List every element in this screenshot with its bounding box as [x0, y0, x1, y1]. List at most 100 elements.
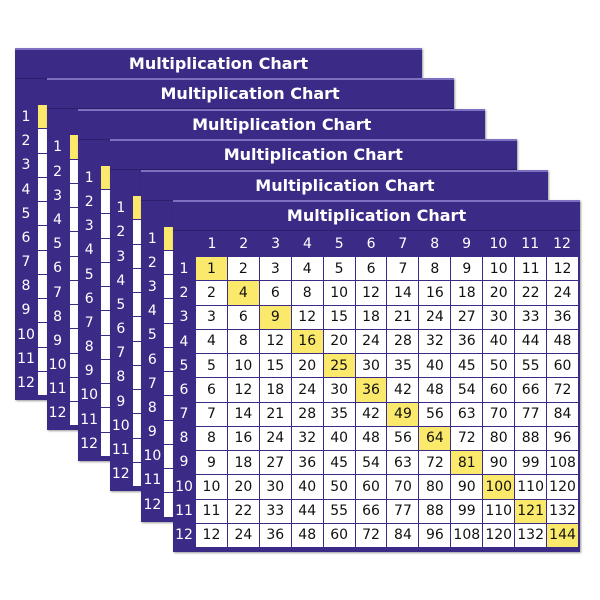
row-header: 8: [116, 369, 126, 386]
row-header: 2: [53, 163, 63, 180]
chart-title: Multiplication Chart: [173, 202, 580, 231]
row-header: 11: [111, 441, 130, 458]
product-cell: 36: [291, 451, 323, 475]
product-cell: 21: [259, 402, 291, 426]
row-headers: 1 2 3 4 5 6 7 8 9 10 11 12: [47, 135, 69, 425]
row-header: 8: [84, 339, 94, 356]
product-cell: 12: [547, 257, 578, 281]
product-cell: 28: [291, 402, 323, 426]
row-header: 9: [21, 302, 31, 319]
row-header: 3: [147, 279, 157, 296]
product-cell: 70: [387, 475, 419, 499]
row-header: 12: [143, 496, 162, 513]
product-cell: 3: [259, 257, 291, 281]
product-cell: 3: [196, 305, 227, 329]
product-cell: 11: [515, 257, 547, 281]
square-cell: 49: [387, 402, 419, 426]
product-cell: 10: [196, 475, 227, 499]
product-cell: 8: [291, 281, 323, 305]
square-cell: 36: [355, 378, 387, 402]
product-cell: 44: [291, 499, 323, 523]
column-header: 9: [462, 236, 471, 252]
product-cell: 6: [196, 378, 227, 402]
product-cell: 24: [419, 305, 451, 329]
product-cell: 80: [483, 426, 515, 450]
product-cell: 88: [419, 499, 451, 523]
row-header: 3: [21, 157, 31, 174]
product-cell: 108: [547, 451, 578, 475]
product-cell: 80: [419, 475, 451, 499]
row-header: 2: [179, 285, 189, 302]
product-cell: 24: [259, 426, 291, 450]
row-header: 6: [116, 321, 126, 338]
product-cell: 2: [196, 281, 227, 305]
row-header: 9: [116, 393, 126, 410]
product-cell: 40: [419, 354, 451, 378]
row-header: 5: [179, 357, 189, 374]
product-cell: 10: [483, 257, 515, 281]
product-cell: 30: [483, 305, 515, 329]
row-headers: 1 2 3 4 5 6 7 8 9 10 11 12: [78, 166, 100, 456]
product-cell: 54: [355, 451, 387, 475]
square-cell: 121: [515, 499, 547, 523]
product-cell: 36: [259, 523, 291, 547]
product-cell: 11: [196, 499, 227, 523]
product-cell: 72: [547, 378, 578, 402]
product-cell: 40: [483, 329, 515, 353]
product-cell: 44: [515, 329, 547, 353]
row-header: 12: [17, 374, 35, 391]
product-cell: 110: [515, 475, 547, 499]
product-cell: 10: [323, 281, 355, 305]
row-header: 6: [179, 381, 189, 398]
row-header: 1: [53, 139, 63, 156]
product-cell: 18: [227, 451, 259, 475]
row-header: 7: [179, 406, 189, 423]
column-header: 1: [207, 236, 217, 252]
product-cell: 5: [196, 354, 227, 378]
row-headers: 1 2 3 4 5 6 7 8 9 10 11 12: [173, 257, 195, 547]
product-cell: 84: [387, 523, 419, 547]
product-cell: 60: [323, 523, 355, 547]
row-headers: 1 2 3 4 5 6 7 8 9 10 11 12: [15, 105, 37, 395]
multiplication-chart-card-front: Multiplication Chart 1 2 3 4 5 6 7 8 9 10 11 12 1 2 3 4 5…: [173, 200, 580, 552]
product-cell: 8: [196, 426, 227, 450]
row-header: 5: [21, 205, 31, 222]
product-cell: 55: [515, 354, 547, 378]
product-cell: 9: [196, 451, 227, 475]
row-header: 12: [111, 466, 130, 483]
column-header: 10: [489, 236, 508, 252]
product-cell: 66: [355, 499, 387, 523]
row-header: 2: [21, 133, 31, 150]
product-cell: 48: [547, 329, 578, 353]
product-cell: 56: [419, 402, 451, 426]
row-header: 7: [21, 254, 31, 271]
column-headers: 1 2 3 4 5 6 7 8 9 10 11 12: [196, 233, 578, 255]
product-cell: 12: [355, 281, 387, 305]
product-cell: 6: [227, 305, 259, 329]
product-cell: 32: [419, 329, 451, 353]
row-header: 9: [53, 332, 63, 349]
row-header: 4: [147, 303, 157, 320]
product-cell: 72: [451, 426, 483, 450]
product-cell: 90: [483, 451, 515, 475]
product-cell: 60: [547, 354, 578, 378]
product-cell: 24: [291, 378, 323, 402]
product-cell: 72: [419, 451, 451, 475]
product-cell: 12: [291, 305, 323, 329]
row-header: 7: [84, 314, 94, 331]
row-header: 10: [48, 357, 67, 374]
square-cell: 25: [323, 354, 355, 378]
product-cell: 14: [387, 281, 419, 305]
product-cell: 48: [419, 378, 451, 402]
product-cell: 16: [419, 281, 451, 305]
product-cell: 110: [483, 499, 515, 523]
product-cell: 42: [387, 378, 419, 402]
square-cell: 1: [196, 257, 227, 281]
product-cell: 40: [323, 426, 355, 450]
product-cell: 35: [387, 354, 419, 378]
product-cell: 12: [227, 378, 259, 402]
row-header: 10: [175, 478, 193, 495]
product-cell: 45: [451, 354, 483, 378]
row-header: 6: [147, 351, 157, 368]
row-header: 8: [53, 308, 63, 325]
